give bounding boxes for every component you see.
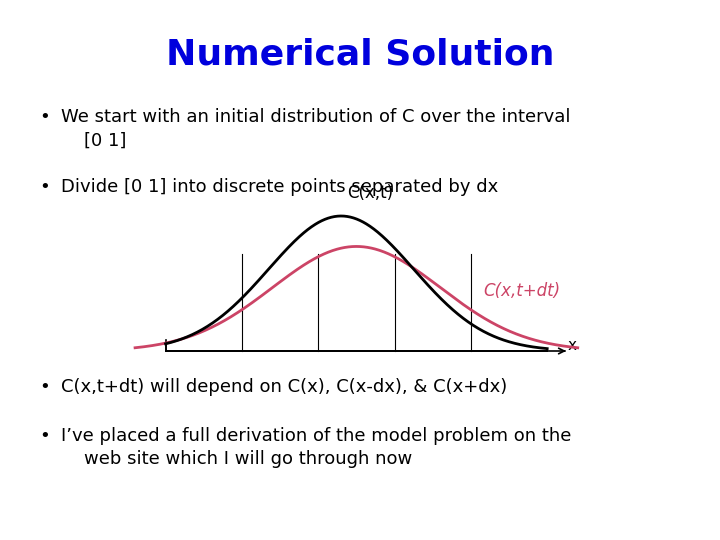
Text: •: • (40, 108, 50, 126)
Text: Numerical Solution: Numerical Solution (166, 38, 554, 72)
Text: •: • (40, 178, 50, 196)
Text: I’ve placed a full derivation of the model problem on the
    web site which I w: I’ve placed a full derivation of the mod… (61, 427, 572, 468)
Text: x: x (568, 338, 577, 353)
Text: Divide [0 1] into discrete points separated by dx: Divide [0 1] into discrete points separa… (61, 178, 498, 196)
Text: C(x,t+dt): C(x,t+dt) (484, 282, 561, 300)
Text: •: • (40, 427, 50, 444)
Text: We start with an initial distribution of C over the interval
    [0 1]: We start with an initial distribution of… (61, 108, 571, 150)
Text: C(x,t): C(x,t) (347, 185, 393, 202)
Text: C(x,t+dt) will depend on C(x), C(x-dx), & C(x+dx): C(x,t+dt) will depend on C(x), C(x-dx), … (61, 378, 508, 396)
Text: •: • (40, 378, 50, 396)
